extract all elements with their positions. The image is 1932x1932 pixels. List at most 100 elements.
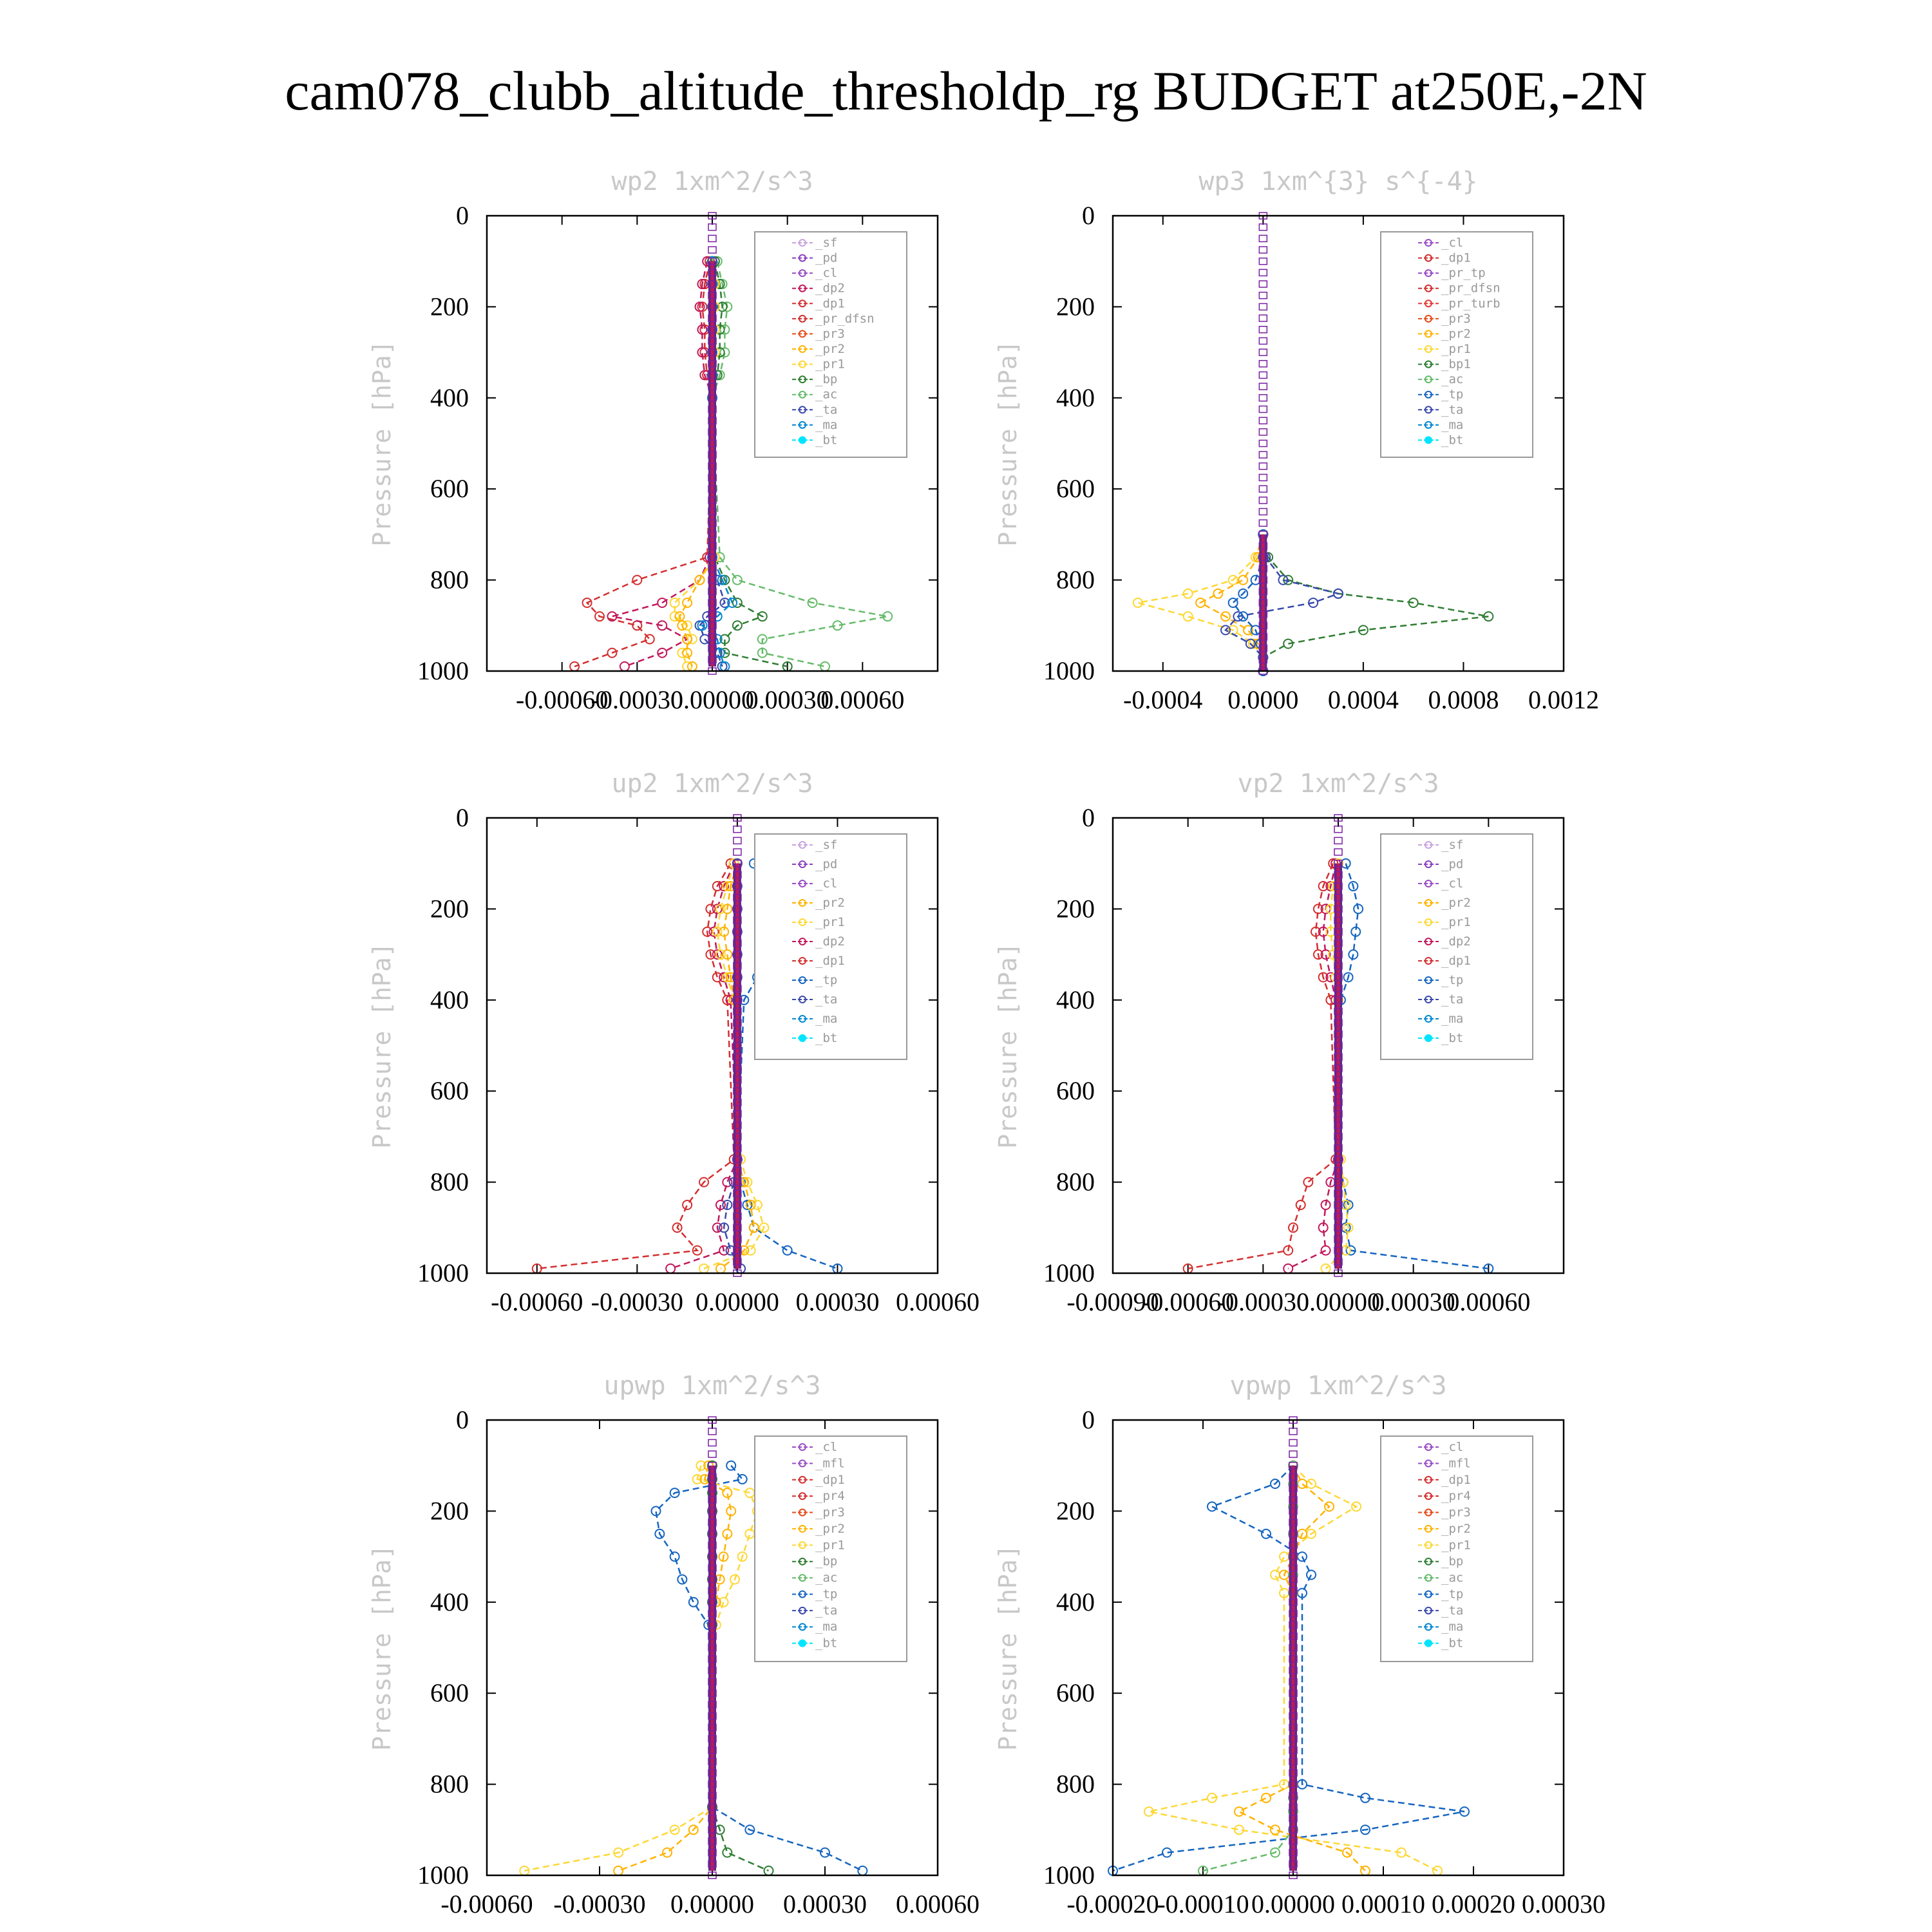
zero-line-marker [708,1769,717,1777]
legend-label: _pr3 [815,327,845,341]
x-tick-label: 0.00000 [1296,1287,1380,1316]
data-point [719,972,730,983]
x-tick-label: 0.00010 [1341,1889,1425,1918]
legend-label: _cl [815,876,837,891]
zero-line-marker [1334,837,1343,845]
legend-swatch-marker [1425,841,1432,849]
series-line [612,261,714,668]
y-tick-label: 600 [1056,1678,1095,1707]
zero-line-marker [1258,542,1268,550]
series-dp2 [1283,858,1343,1274]
zero-line-marker [1334,1144,1343,1152]
zero-line-marker [708,405,717,413]
y-tick-label: 1000 [1043,1861,1095,1889]
data-point [1311,926,1321,937]
data-point [1318,881,1329,892]
data-point [732,620,743,631]
zero-line-marker [733,1246,742,1255]
data-point [744,1528,755,1539]
y-tick-label: 1000 [1043,1258,1095,1287]
data-point [1220,611,1231,622]
legend-swatch-marker [1425,269,1432,278]
zero-line-marker [1334,1121,1343,1129]
zero-line-marker [1289,1792,1298,1800]
zero-line-marker [708,1643,717,1652]
data-point [1297,1478,1307,1489]
zero-line-marker [1289,1643,1298,1652]
series-line [1202,1465,1294,1872]
legend-swatch-marker [799,299,806,308]
legend-label: _pr1 [1441,915,1471,929]
legend-label: _ta [815,402,837,417]
zero-line-marker [1258,439,1268,448]
zero-line-marker [733,1087,742,1095]
y-axis-label: Pressure [hPa] [368,1544,396,1750]
zero-line-marker [708,1780,717,1788]
legend-label: _pr2 [815,342,845,356]
legend-swatch-marker [799,899,806,907]
data-point [1283,1245,1294,1256]
data-point [757,634,768,645]
legend-swatch-marker [1425,1492,1432,1501]
series-line [536,863,735,1270]
zero-line-marker [1334,905,1343,913]
zero-line-marker [1334,859,1343,867]
zero-line-marker [708,1587,717,1595]
zero-line-marker [708,485,717,493]
legend-swatch-marker [799,330,806,338]
data-point [1261,1528,1271,1539]
zero-line-marker [1334,1155,1343,1163]
data-point [672,1222,683,1233]
zero-line-marker [708,1746,717,1754]
data-point [688,1596,699,1607]
data-point [613,1847,624,1858]
zero-line-marker [708,246,717,254]
legend-swatch-marker [799,1508,806,1517]
y-axis-label: Pressure [hPa] [994,340,1022,546]
zero-line-marker [1258,234,1268,243]
zero-line-marker [708,1564,717,1572]
legend-label: _pd [815,251,837,265]
zero-line-marker [1289,1575,1298,1584]
series-ac [1198,1460,1298,1876]
series-line [655,1464,863,1872]
y-tick-label: 200 [430,1496,469,1525]
data-point [1360,1865,1370,1876]
y-tick-label: 200 [430,292,469,321]
zero-line-marker [1258,405,1268,413]
legend-label: _sf [815,236,837,250]
zero-line-marker [1334,848,1343,856]
x-tick-label: 0.00060 [820,685,904,714]
legend-label: _cl [1441,1440,1463,1454]
series-bp1 [1258,529,1494,676]
legend-label: _pr2 [1441,1522,1471,1536]
legend-swatch-marker [799,1034,806,1042]
zero-line-marker [1334,1053,1343,1061]
zero-line-marker [1289,1530,1298,1538]
data-point [662,1847,672,1858]
legend-label: _tp [1441,388,1463,402]
zero-line-marker [1334,951,1343,958]
x-tick-label: 0.00020 [1432,1889,1515,1918]
zero-line-marker [1334,996,1343,1004]
legend-swatch-marker [1425,299,1432,308]
zero-line-marker [1334,1019,1343,1027]
legend-swatch-marker [799,1492,806,1501]
zero-line-marker [1289,1495,1298,1504]
x-tick-label: -0.0004 [1123,685,1202,714]
legend-label: _bt [1441,1636,1463,1651]
legend-label: _pr1 [815,1538,845,1552]
chart-panel-6: vpwp 1xm^2/s^3 Pressure [hPa] 0 200 400 600 80… [994,1371,1605,1918]
legend-swatch-marker [1425,1443,1432,1451]
zero-line-marker [1334,1167,1343,1175]
zero-line-marker [733,1212,742,1220]
data-point [1348,949,1359,960]
legend-swatch-marker [1425,1475,1432,1484]
series-line [524,1465,759,1872]
x-tick-label: -0.00010 [1157,1889,1249,1918]
zero-line-marker [1258,462,1268,470]
zero-line-marker [733,848,742,856]
data-point [682,634,693,645]
legend-label: _sf [1441,838,1463,852]
